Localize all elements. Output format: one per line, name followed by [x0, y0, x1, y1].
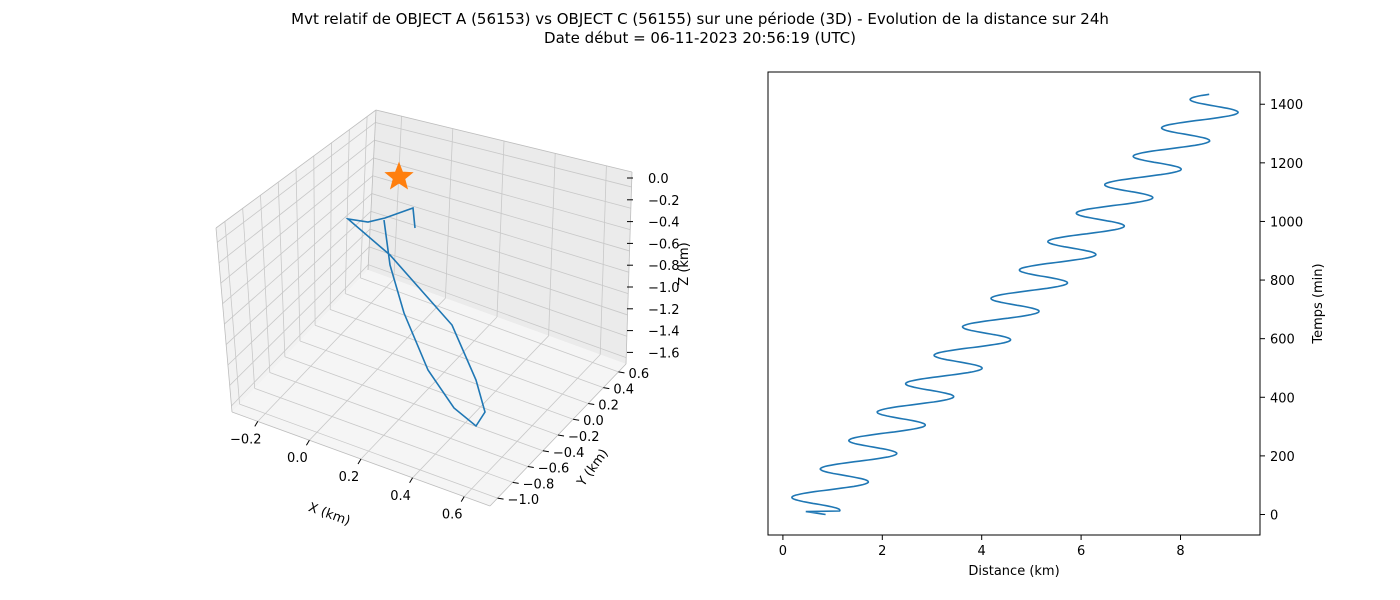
grid-line-y-wall	[224, 221, 240, 405]
x-tick-label: −0.2	[230, 432, 262, 447]
y-tick-label: 1200	[1270, 157, 1303, 172]
y-tick-mark	[603, 387, 610, 390]
grid-line-y-floor	[314, 324, 574, 420]
x-tick-mark	[305, 439, 310, 446]
z-axis-label: Z (km)	[677, 242, 692, 285]
y-axis-label: Temps (min)	[1311, 263, 1326, 344]
y-tick-label: 800	[1270, 274, 1295, 289]
z-tick-label: −0.4	[648, 216, 680, 231]
figure-title-line2: Date début = 06-11-2023 20:56:19 (UTC)	[544, 29, 856, 47]
grid-line-y-wall	[277, 182, 286, 357]
z-tick-label: −0.6	[648, 237, 680, 252]
y-tick-label: 1000	[1270, 215, 1303, 230]
z-tick-label: −1.0	[648, 281, 680, 296]
grid-line-y-floor	[254, 387, 513, 483]
y-tick-mark	[497, 497, 504, 500]
plot-distance-vs-time: 0 2 4 6 8 Distance (km) 0 200 400 600 800 1000 1200 1…	[767, 71, 1326, 579]
y-tick-mark	[573, 418, 580, 421]
grid-line-y-wall	[242, 208, 256, 389]
distance-series-line	[791, 93, 1239, 516]
z-tick-label: −0.8	[648, 259, 680, 274]
axis-box-edge	[367, 109, 377, 271]
grid-line-x-wall	[548, 153, 556, 336]
grid-line-x-wall	[393, 116, 402, 280]
grid-line-x-wall	[496, 140, 505, 318]
grid-line-x-wall	[445, 128, 454, 299]
x-tick-mark	[254, 421, 259, 427]
y-tick-mark	[542, 450, 549, 453]
grid-line-y-floor	[345, 293, 604, 389]
z-tick-label: −1.6	[648, 346, 680, 361]
y-tick-label: −0.6	[538, 462, 570, 477]
grid-line-y-floor	[360, 277, 619, 373]
x-tick-label: 4	[978, 544, 986, 559]
x-tick-mark	[357, 458, 362, 465]
axis-box-edge	[215, 109, 377, 229]
grid-line-y-floor	[284, 356, 544, 452]
y-tick-label: −0.2	[568, 430, 600, 445]
x-axis-label: Distance (km)	[968, 564, 1059, 579]
y-tick-label: −1.0	[508, 493, 540, 508]
plot-3d-trajectory: −0.20.00.20.40.6X (km) −1.0−0.8−0.6−0.4−0…	[215, 109, 692, 529]
y-tick-label: 0.2	[598, 398, 619, 413]
grid-line-y-wall	[344, 129, 350, 294]
y-tick-label: 0.4	[613, 383, 634, 398]
x-tick-label: 6	[1077, 544, 1085, 559]
grid-line-x-wall	[599, 165, 607, 355]
y-tick-label: 200	[1270, 450, 1295, 465]
x-tick-label: 8	[1176, 544, 1184, 559]
y-tick-label: 0.6	[628, 367, 649, 382]
y-tick-label: 600	[1270, 333, 1295, 348]
axis-box-edge	[215, 227, 233, 413]
z-tick-label: −1.2	[648, 303, 680, 318]
y-tick-mark	[618, 371, 625, 374]
z-tick-label: 0.0	[648, 172, 669, 187]
y-tick-mark	[527, 466, 534, 469]
y-tick-mark	[512, 481, 519, 484]
x-axis-label: X (km)	[306, 500, 352, 529]
grid-line-y-floor	[269, 372, 528, 467]
origin-star-marker	[384, 161, 414, 190]
y-tick-label: 400	[1270, 391, 1295, 406]
grid-line-y-wall	[260, 195, 271, 373]
y-tick-label: 0	[1270, 508, 1278, 523]
z-tick-label: −0.2	[648, 194, 680, 209]
x-tick-label: 0	[779, 544, 787, 559]
y-tick-label: 1400	[1270, 98, 1303, 113]
y-tick-mark	[588, 402, 595, 405]
x-tick-label: 0.0	[287, 451, 308, 466]
axis-box-edge	[625, 171, 633, 365]
grid-line-y-wall	[295, 168, 301, 342]
x-tick-mark	[460, 496, 465, 502]
y-tick-label: −0.4	[553, 446, 585, 461]
x-tick-label: 0.6	[442, 508, 463, 523]
grid-line-y-wall	[329, 142, 332, 310]
y-tick-label: −0.8	[523, 477, 555, 492]
grid-line-y-wall	[360, 116, 368, 278]
figure-title-line1: Mvt relatif de OBJECT A (56153) vs OBJEC…	[291, 10, 1109, 28]
z-tick-label: −1.4	[648, 325, 680, 340]
axis-box-edge	[375, 109, 633, 173]
x-tick-mark	[409, 477, 414, 484]
x-tick-label: 0.4	[390, 489, 411, 504]
x-tick-label: 0.2	[339, 470, 360, 485]
plot-frame	[767, 71, 1261, 536]
grid-line-y-floor	[330, 309, 589, 404]
trajectory-line	[345, 206, 486, 428]
x-tick-label: 2	[878, 544, 886, 559]
grid-line-y-floor	[239, 403, 498, 499]
grid-line-y-wall	[313, 155, 316, 326]
grid-line-y-floor	[299, 340, 559, 436]
y-tick-mark	[557, 434, 565, 437]
y-tick-label: 0.0	[583, 414, 604, 429]
figure-title: Mvt relatif de OBJECT A (56153) vs OBJEC…	[0, 10, 1400, 48]
